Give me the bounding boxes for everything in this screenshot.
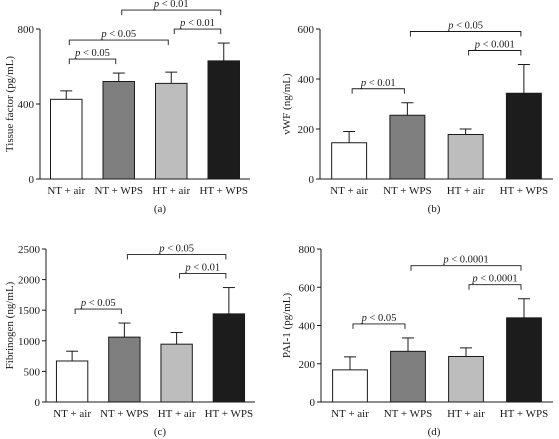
bar-3 — [160, 343, 193, 403]
bar-1 — [332, 369, 368, 403]
chart-panel-c: 0 500 1000 1500 2000 2500 Fibrinogen (ng/mL) NT… — [4, 244, 255, 438]
y-axis-label: PAI-1 (pg/mL) — [281, 293, 293, 359]
significance-bracket — [409, 31, 522, 37]
y-tick-label: 200 — [298, 124, 315, 136]
y-tick-label: 0 — [310, 397, 316, 409]
significance-label: p < 0.01 — [360, 78, 396, 89]
category-label: NT + WPS — [383, 185, 432, 197]
category-label: HT + air — [447, 185, 485, 197]
bar-2 — [102, 81, 135, 180]
significance-bracket — [74, 308, 122, 315]
category-label: HT + WPS — [199, 185, 248, 197]
significance-bracket — [468, 284, 522, 290]
significance-label: p < 0.05 — [158, 244, 194, 255]
bar-4 — [506, 317, 542, 403]
category-label: HT + WPS — [500, 408, 549, 420]
panel-label: (d) — [428, 426, 441, 438]
significance-bracket — [352, 323, 406, 329]
bar-4 — [505, 92, 542, 180]
category-label: NT + air — [331, 408, 369, 420]
bar-1 — [331, 142, 368, 180]
bar-2 — [389, 114, 426, 180]
significance-bracket — [173, 28, 222, 35]
category-label: HT + air — [152, 185, 190, 197]
significance-label: p < 0.001 — [474, 40, 515, 51]
y-tick-label: 2000 — [18, 275, 41, 287]
significance-label: p < 0.01 — [153, 0, 189, 10]
bar-3 — [155, 82, 188, 180]
category-label: HT + air — [158, 408, 196, 420]
bar-1 — [50, 98, 83, 180]
significance-label: p < 0.05 — [361, 313, 397, 324]
significance-bracket — [410, 265, 522, 271]
panel-label: (b) — [428, 203, 441, 215]
category-label: HT + WPS — [205, 408, 254, 420]
significance-bracket — [68, 39, 169, 46]
significance-label: p < 0.05 — [74, 48, 110, 59]
y-tick-label: 0 — [29, 174, 35, 186]
significance-label: p < 0.05 — [447, 21, 483, 32]
significance-label: p < 0.0001 — [471, 274, 517, 285]
significance-bracket — [351, 88, 405, 94]
y-tick-label: 600 — [299, 282, 316, 294]
bar-4 — [207, 60, 240, 180]
y-axis-label: vWF (ng/mL) — [281, 73, 293, 135]
y-tick-label: 0 — [35, 397, 41, 409]
y-axis-label: Fibrinogen (ng/mL) — [4, 281, 16, 369]
y-tick-label: 0 — [309, 174, 315, 186]
significance-bracket — [121, 9, 222, 16]
y-tick-label: 400 — [299, 321, 316, 333]
bar-4 — [212, 313, 246, 403]
bar-2 — [390, 350, 426, 403]
category-label: NT + WPS — [384, 408, 433, 420]
y-tick-label: 500 — [24, 366, 41, 378]
y-tick-label: 400 — [298, 74, 315, 86]
chart-panel-a: 0 400 800 Tissue factor (pg/mL) NT + air NT +… — [4, 0, 250, 215]
significance-label: p < 0.0001 — [442, 255, 488, 266]
bar-3 — [447, 134, 484, 180]
category-label: NT + WPS — [94, 185, 143, 197]
bar-2 — [108, 336, 141, 403]
significance-label: p < 0.05 — [100, 29, 136, 40]
category-label: HT + air — [447, 408, 485, 420]
bar-1 — [55, 360, 89, 403]
category-label: HT + WPS — [500, 185, 549, 197]
category-label: NT + air — [330, 185, 368, 197]
significance-label: p < 0.01 — [179, 18, 215, 29]
bar-3 — [448, 355, 484, 403]
y-tick-label: 200 — [299, 359, 316, 371]
category-label: NT + air — [47, 185, 85, 197]
significance-label: p < 0.05 — [80, 298, 116, 309]
y-tick-label: 1000 — [18, 336, 41, 348]
significance-label: p < 0.01 — [184, 263, 220, 274]
panel-label: (c) — [154, 426, 167, 438]
y-tick-label: 800 — [299, 244, 316, 256]
y-tick-label: 400 — [18, 99, 35, 111]
y-axis-label: Tissue factor (pg/mL) — [4, 56, 16, 152]
y-tick-label: 2500 — [18, 244, 41, 256]
category-label: NT + WPS — [100, 408, 149, 420]
y-tick-label: 1500 — [18, 305, 41, 317]
significance-bracket — [68, 58, 117, 65]
category-label: NT + air — [53, 408, 91, 420]
chart-panel-d: 0 200 400 600 800 PAI-1 (pg/mL) NT + air NT + W… — [281, 244, 553, 438]
y-tick-label: 600 — [298, 24, 315, 36]
y-tick-label: 800 — [18, 24, 35, 36]
panel-label: (a) — [154, 203, 167, 215]
significance-bracket — [126, 254, 227, 260]
significance-bracket — [179, 273, 227, 279]
chart-panel-b: 0 200 400 600 vWF (ng/mL) NT + air NT + WPS HT … — [281, 21, 553, 215]
significance-bracket — [468, 50, 522, 56]
